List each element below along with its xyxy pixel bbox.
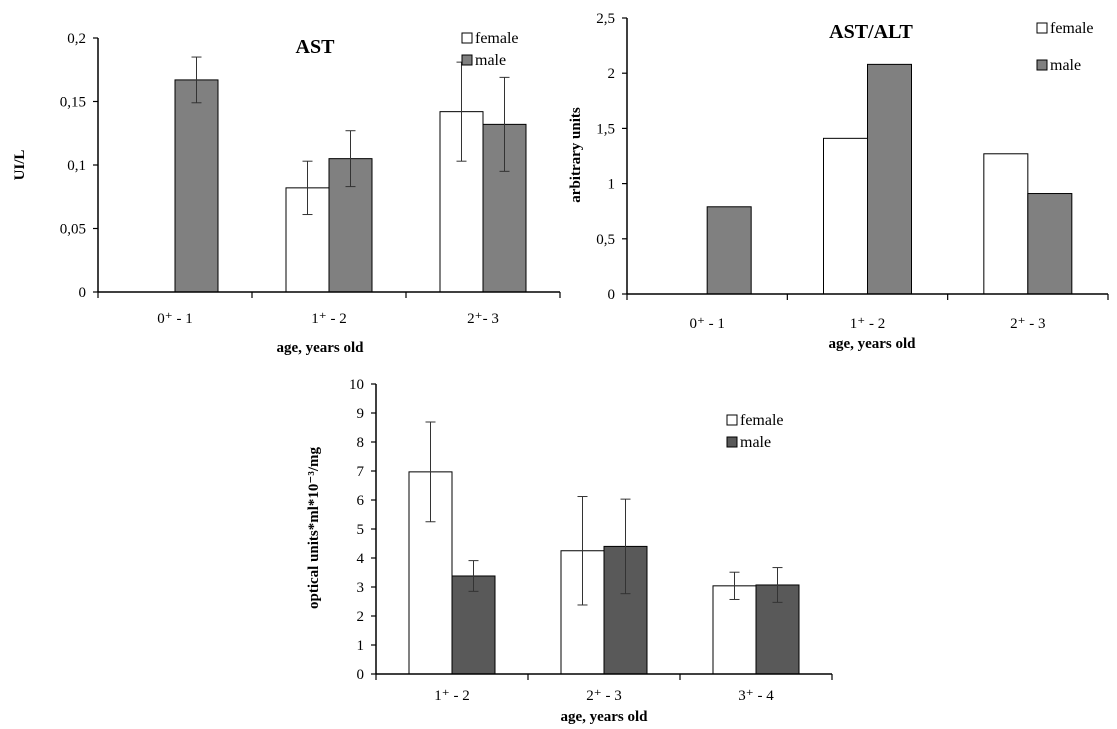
y-tick-label: 0,5 <box>596 232 615 248</box>
y-tick-label: 2 <box>608 66 616 82</box>
chart-1: 0 0,05 0,1 0,15 0,2 0⁺ - 1 1⁺ - 2 2⁺- 3 AST age, … <box>12 30 561 356</box>
x-category-label: 2⁺- 3 <box>467 311 499 327</box>
legend-swatch-female <box>1036 22 1048 34</box>
bar-male-1 <box>174 79 219 293</box>
bar-male-1 <box>451 575 496 675</box>
bar-male-1 <box>706 206 752 295</box>
bar-female-3 <box>712 585 757 675</box>
bar-male-3 <box>1027 193 1073 295</box>
y-tick-label: 0,05 <box>60 222 86 238</box>
y-tick-label: 2,5 <box>596 11 615 27</box>
y-tick-label: 1 <box>608 177 616 193</box>
y-tick-label: 0,15 <box>60 95 86 111</box>
legend-label-male: male <box>1050 57 1081 74</box>
y-tick-label: 0 <box>608 287 616 303</box>
bar-male-2 <box>867 63 912 295</box>
y-tick-label: 0 <box>79 285 87 301</box>
bar-female-3 <box>983 153 1029 295</box>
y-tick-label: 1,5 <box>596 121 615 137</box>
y-tick-label: 10 <box>349 377 364 393</box>
x-axis-title: age, years old <box>560 709 648 725</box>
legend-swatch-female <box>461 32 473 44</box>
x-category-label: 1⁺ - 2 <box>311 311 346 327</box>
y-tick-label: 9 <box>357 406 365 422</box>
y-tick-label: 2 <box>357 609 365 625</box>
x-category-label: 0⁺ - 1 <box>689 316 724 332</box>
y-tick-label: 3 <box>357 580 365 596</box>
y-tick-label: 7 <box>357 464 365 480</box>
legend-swatch-male <box>461 54 473 66</box>
x-category-label: 2⁺ - 3 <box>1010 316 1045 332</box>
x-category-label: 0⁺ - 1 <box>157 311 192 327</box>
chart-title: AST/ALT <box>829 21 913 43</box>
x-category-label: 1⁺ - 2 <box>434 688 469 704</box>
x-category-label: 2⁺ - 3 <box>586 688 621 704</box>
legend-swatch-male <box>1036 59 1048 71</box>
x-axis-title: age, years old <box>828 336 916 352</box>
y-tick-label: 0 <box>357 667 365 683</box>
legend-label-male: male <box>740 434 771 451</box>
chart-3: 0 1 2 3 4 5 6 7 8 9 10 1⁺ - 2 2⁺ - 3 3⁺ - 4 age, years… <box>306 377 833 725</box>
y-tick-label: 6 <box>357 493 365 509</box>
y-tick-label: 1 <box>357 638 365 654</box>
y-tick-label: 8 <box>357 435 365 451</box>
x-axis-title: age, years old <box>276 340 364 356</box>
y-axis-title: optical units*ml*10⁻³/mg <box>306 447 322 610</box>
y-tick-label: 0,2 <box>67 31 86 47</box>
legend-label-female: female <box>475 30 519 47</box>
x-category-label: 3⁺ - 4 <box>738 688 774 704</box>
legend-swatch-female <box>726 414 738 426</box>
chart-title: AST <box>296 36 336 58</box>
y-tick-label: 5 <box>357 522 365 538</box>
legend-label-male: male <box>475 52 506 69</box>
y-tick-label: 4 <box>357 551 365 567</box>
y-tick-label: 0,1 <box>67 158 86 174</box>
legend-label-female: female <box>740 412 784 429</box>
y-axis-title: UI/L <box>12 150 28 181</box>
x-category-label: 1⁺ - 2 <box>850 316 885 332</box>
legend-swatch-male <box>726 436 738 448</box>
y-axis-title: arbitrary units <box>568 107 584 203</box>
chart-2: 0 0,5 1 1,5 2 2,5 0⁺ - 1 1⁺ - 2 2⁺ - 3 AST/ALT age… <box>568 11 1109 352</box>
bar-female-2 <box>823 137 868 295</box>
legend-label-female: female <box>1050 20 1094 37</box>
